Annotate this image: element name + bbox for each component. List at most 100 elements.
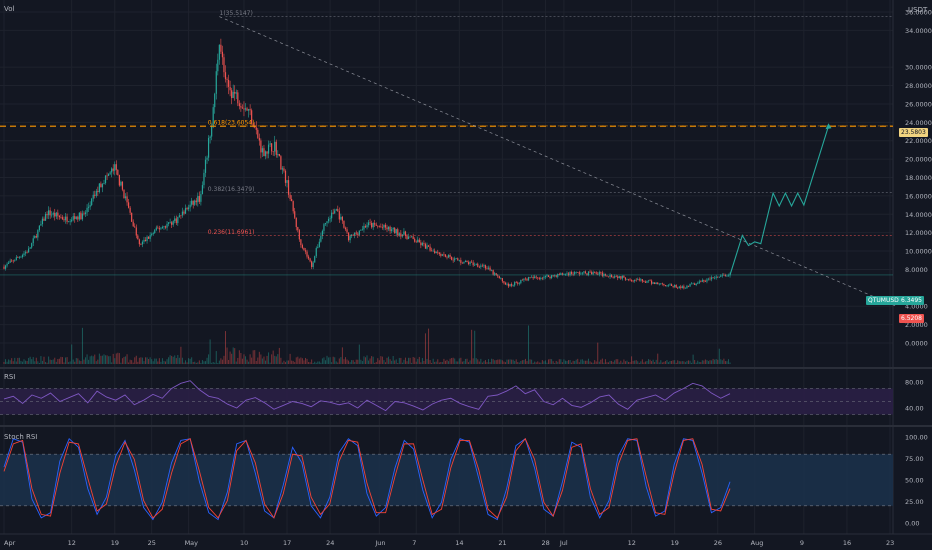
candle-body xyxy=(280,156,282,170)
candle-body xyxy=(352,234,354,236)
candle-body xyxy=(281,168,284,170)
volume-bar xyxy=(401,362,403,364)
volume-bar xyxy=(366,355,368,364)
time-axis-tick: 14 xyxy=(455,539,463,547)
candle-body xyxy=(41,218,44,225)
volume-bar xyxy=(200,362,202,364)
candle-body xyxy=(89,205,91,207)
price-pane[interactable]: 1(35.5147) 0.618(23.6054) 0.382(16.3479) 0.… xyxy=(0,10,897,364)
candle-body xyxy=(644,281,647,283)
candle-body xyxy=(484,265,487,269)
volume-bar xyxy=(558,359,560,364)
volume-bar xyxy=(595,361,597,364)
candle-body xyxy=(526,279,528,281)
volume-bar xyxy=(54,357,56,364)
candle-body xyxy=(364,226,367,228)
volume-bar xyxy=(597,342,599,364)
candle-body xyxy=(474,264,476,266)
volume-bar xyxy=(601,358,603,364)
candle-body xyxy=(438,252,440,254)
volume-bar xyxy=(709,360,711,364)
volume-bar xyxy=(272,350,274,364)
candle-body xyxy=(121,181,124,190)
time-axis-tick: Jun xyxy=(374,539,385,547)
candle-body xyxy=(680,286,682,288)
volume-bar xyxy=(360,359,362,364)
volume-bar xyxy=(11,358,13,364)
volume-bar xyxy=(300,357,302,364)
volume-bar xyxy=(8,359,10,364)
volume-bar xyxy=(378,360,380,364)
volume-bar xyxy=(552,361,554,364)
volume-bar xyxy=(372,356,374,364)
volume-bar xyxy=(278,347,280,364)
candle-body xyxy=(221,51,224,58)
volume-bar xyxy=(61,357,63,364)
candle-body xyxy=(686,285,688,288)
volume-bar xyxy=(308,362,310,364)
candle-body xyxy=(11,260,13,262)
volume-bar xyxy=(103,354,105,364)
volume-bar xyxy=(497,359,499,364)
volume-bar xyxy=(687,360,689,364)
volume-bar xyxy=(77,358,79,364)
volume-bar xyxy=(292,360,294,364)
candle-body xyxy=(449,255,451,257)
candle-body xyxy=(471,261,473,263)
symbol-badge: QTUMUSDT xyxy=(866,296,905,305)
volume-bar xyxy=(444,360,446,364)
candle-body xyxy=(674,284,676,287)
downtrend-line xyxy=(219,16,897,307)
candle-body xyxy=(126,196,128,203)
volume-bar xyxy=(515,359,517,364)
candle-body xyxy=(164,226,167,228)
volume-bar xyxy=(615,359,617,364)
candle-body xyxy=(458,260,460,261)
volume-bar xyxy=(609,360,611,364)
volume-bar xyxy=(686,360,688,364)
volume-bar xyxy=(209,339,211,364)
volume-bar xyxy=(208,354,210,364)
candle-body xyxy=(437,251,439,253)
candle-body xyxy=(304,250,307,252)
candle-body xyxy=(278,153,280,157)
volume-bar xyxy=(132,362,134,364)
candle-body xyxy=(638,279,640,281)
candle-body xyxy=(332,212,334,214)
volume-bar xyxy=(606,362,608,364)
candle-body xyxy=(587,271,590,276)
volume-bar xyxy=(141,357,143,364)
volume-bar xyxy=(634,360,636,364)
volume-bar xyxy=(263,356,265,364)
candle-body xyxy=(49,210,51,216)
candle-body xyxy=(255,127,257,130)
rsi-title: RSI xyxy=(4,373,16,381)
candle-body xyxy=(543,277,545,279)
candle-body xyxy=(726,275,728,277)
volume-bar xyxy=(340,357,342,364)
volume-bar xyxy=(343,359,345,364)
candle-body xyxy=(714,277,716,279)
rsi-pane[interactable] xyxy=(0,380,893,415)
volume-bar xyxy=(129,359,131,364)
volume-bar xyxy=(181,357,183,364)
volume-bar xyxy=(448,361,450,364)
candle-body xyxy=(361,229,363,231)
volume-bar xyxy=(660,360,662,364)
volume-bar xyxy=(94,354,96,364)
candle-body xyxy=(211,126,213,137)
candle-body xyxy=(590,272,593,275)
candle-body xyxy=(341,216,344,221)
candle-body xyxy=(340,216,342,220)
volume-bar xyxy=(700,362,702,364)
candle-body xyxy=(48,210,50,216)
candle-body xyxy=(3,266,5,269)
candle-body xyxy=(329,218,331,220)
price-axis-tick: 12.0000 xyxy=(905,229,932,237)
candle-body xyxy=(324,223,327,225)
volume-bar xyxy=(186,362,188,364)
stoch-rsi-pane[interactable] xyxy=(0,437,893,521)
candle-body xyxy=(117,169,119,175)
candle-body xyxy=(431,250,433,252)
